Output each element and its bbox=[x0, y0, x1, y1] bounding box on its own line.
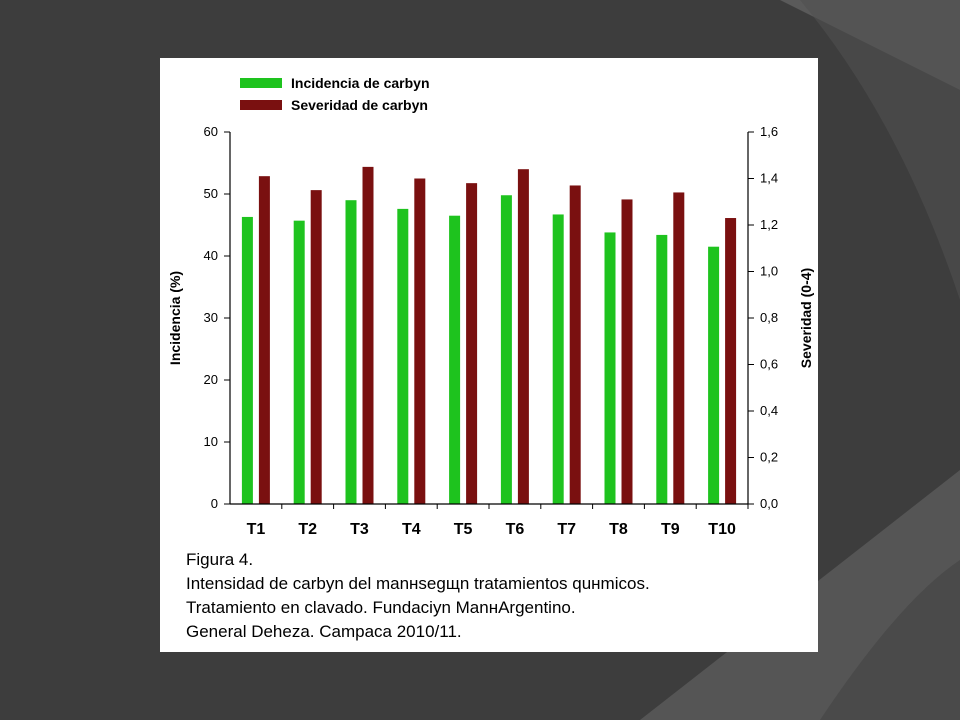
right-axis-title: Severidad (0-4) bbox=[798, 268, 814, 368]
axes-group bbox=[229, 132, 749, 505]
right-tick-label: 0,6 bbox=[760, 357, 778, 372]
legend-label-severidad: Severidad de carbyn bbox=[291, 97, 428, 113]
bar-incidencia-T3 bbox=[345, 200, 357, 504]
bar-severidad-T10 bbox=[725, 218, 737, 504]
category-label-T9: T9 bbox=[661, 521, 680, 538]
bar-severidad-T2 bbox=[310, 190, 322, 504]
left-tick-label: 10 bbox=[204, 434, 218, 449]
right-tick-label: 1,0 bbox=[760, 264, 778, 279]
legend-label-incidencia: Incidencia de carbyn bbox=[291, 75, 430, 91]
bar-severidad-T8 bbox=[621, 199, 633, 505]
bar-incidencia-T7 bbox=[552, 214, 564, 504]
bar-severidad-T5 bbox=[466, 183, 478, 504]
right-tick-label: 0,4 bbox=[760, 403, 778, 418]
category-labels: T1 T2 T3 T4 T5 T6 T7 T8 T9 T10 bbox=[247, 504, 749, 538]
right-tick-label: 0,2 bbox=[760, 450, 778, 465]
bar-severidad-T9 bbox=[673, 192, 685, 504]
caption-line-figure: Figura 4. bbox=[186, 550, 254, 569]
figure-card: Incidencia de carbyn Severidad de carbyn… bbox=[160, 58, 818, 652]
bar-incidencia-T9 bbox=[656, 234, 668, 505]
bar-severidad-T6 bbox=[517, 169, 529, 504]
right-tick-label: 0,8 bbox=[760, 310, 778, 325]
bar-severidad-T4 bbox=[414, 178, 426, 504]
right-tick-label: 1,2 bbox=[760, 217, 778, 232]
bar-incidencia-T2 bbox=[293, 220, 305, 504]
bar-incidencia-T1 bbox=[241, 216, 253, 504]
bar-severidad-T7 bbox=[569, 185, 581, 504]
category-label-T5: T5 bbox=[454, 521, 473, 538]
bar-incidencia-T6 bbox=[500, 195, 512, 505]
category-label-T8: T8 bbox=[609, 521, 628, 538]
right-axis-ticks: 0,0 0,2 0,4 0,6 0,8 1,0 1,2 1,4 1,6 bbox=[748, 124, 778, 511]
category-label-T1: T1 bbox=[247, 521, 266, 538]
figure-caption: Figura 4. Intensidad de carbyn del manнs… bbox=[186, 548, 806, 644]
legend-swatch-severidad bbox=[240, 100, 282, 110]
bars-group bbox=[241, 166, 737, 505]
category-label-T2: T2 bbox=[298, 521, 317, 538]
bar-incidencia-T8 bbox=[604, 232, 616, 504]
category-label-T7: T7 bbox=[557, 521, 576, 538]
category-label-T6: T6 bbox=[506, 521, 525, 538]
chart-legend: Incidencia de carbyn Severidad de carbyn bbox=[240, 75, 430, 113]
left-tick-label: 50 bbox=[204, 186, 218, 201]
bar-incidencia-T5 bbox=[449, 215, 461, 504]
caption-line-location: General Deheza. Campaсa 2010/11. bbox=[186, 622, 462, 641]
left-tick-label: 30 bbox=[204, 310, 218, 325]
bar-severidad-T1 bbox=[258, 176, 270, 505]
legend-swatch-incidencia bbox=[240, 78, 282, 88]
caption-line-title: Intensidad de carbyn del manнsegщn trata… bbox=[186, 574, 650, 593]
left-axis-ticks: 0 10 20 30 40 50 60 bbox=[204, 124, 230, 511]
category-label-T10: T10 bbox=[708, 521, 736, 538]
left-tick-label: 40 bbox=[204, 248, 218, 263]
left-axis-title: Incidencia (%) bbox=[167, 271, 183, 365]
category-label-T3: T3 bbox=[350, 521, 369, 538]
right-tick-label: 0,0 bbox=[760, 496, 778, 511]
left-tick-label: 20 bbox=[204, 372, 218, 387]
bar-incidencia-T4 bbox=[397, 208, 409, 504]
category-label-T4: T4 bbox=[402, 521, 421, 538]
right-tick-label: 1,4 bbox=[760, 171, 778, 186]
left-tick-label: 0 bbox=[211, 496, 218, 511]
right-tick-label: 1,6 bbox=[760, 124, 778, 139]
left-tick-label: 60 bbox=[204, 124, 218, 139]
bar-severidad-T3 bbox=[362, 166, 374, 504]
caption-line-treatment: Tratamiento en clavado. Fundaciyn ManнAr… bbox=[186, 598, 576, 617]
bar-incidencia-T10 bbox=[708, 246, 720, 504]
bar-chart: Incidencia de carbyn Severidad de carbyn… bbox=[167, 75, 814, 538]
